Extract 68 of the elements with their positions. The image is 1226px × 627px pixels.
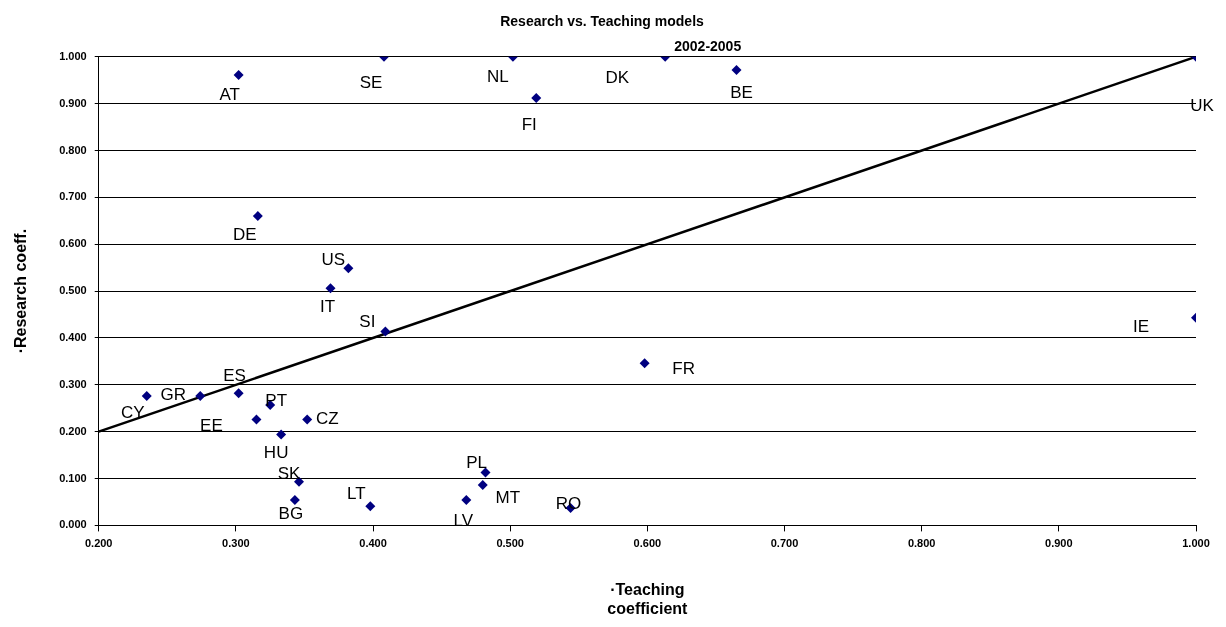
y-tick-label: 1.000 — [59, 49, 87, 62]
annotation: IE — [1132, 317, 1150, 337]
y-tick-label: 0.000 — [59, 518, 87, 531]
point — [289, 495, 300, 506]
annotation: LT — [347, 483, 366, 503]
annotation: AT — [219, 84, 240, 104]
point — [365, 501, 376, 512]
y-tick-label: 0.600 — [59, 237, 87, 250]
point — [731, 64, 742, 75]
text: 2002-2005 — [674, 37, 742, 54]
y-tick-label: 0.200 — [59, 424, 87, 437]
y-tick-label: 0.300 — [59, 377, 87, 390]
point — [325, 283, 336, 294]
y-tick-label: 0.900 — [59, 96, 87, 109]
annotation: CZ — [315, 409, 339, 429]
x-tick-label: 0.500 — [496, 537, 524, 550]
point — [195, 391, 206, 402]
point — [531, 93, 542, 104]
y-tick-label: 0.400 — [59, 330, 87, 343]
x-axis-title: ·Teaching coefficient — [607, 580, 689, 617]
point — [251, 414, 262, 425]
annotation: PL — [466, 453, 487, 473]
annotation: IT — [319, 296, 336, 316]
annotation: HU — [263, 443, 289, 463]
point — [461, 495, 472, 506]
annotation: RO — [555, 493, 582, 513]
point — [276, 429, 287, 440]
annotation: BG — [278, 503, 304, 523]
x-tick-label: 0.600 — [633, 537, 662, 550]
annotation: ES — [223, 365, 246, 385]
annotation: UK — [1190, 96, 1215, 116]
point — [141, 391, 152, 402]
annotation: PT — [265, 390, 288, 410]
point — [233, 70, 244, 81]
annotation: FI — [521, 114, 537, 134]
x-tick-label: 0.200 — [84, 537, 113, 550]
point — [639, 358, 650, 369]
annotation: NL — [487, 67, 509, 87]
annotation: EE — [200, 416, 223, 436]
annotation: MT — [495, 487, 521, 507]
x-tick-label: 0.300 — [222, 537, 250, 550]
y-tick-label: 0.100 — [59, 471, 87, 484]
point — [480, 467, 491, 478]
point — [233, 388, 244, 399]
annotation: SE — [359, 73, 383, 93]
point — [302, 414, 313, 425]
annotation: SI — [359, 312, 376, 332]
annotation: DK — [605, 68, 630, 88]
y-axis-title: ·Research coeff. — [12, 228, 30, 354]
point — [252, 211, 263, 222]
annotation: BE — [730, 82, 753, 102]
y-tick-label: 0.500 — [59, 284, 87, 297]
x-tick-label: 0.900 — [1045, 537, 1073, 550]
annotation: US — [321, 249, 346, 269]
x-tick-label: 1.000 — [1182, 537, 1210, 550]
annotation: GR — [160, 384, 186, 404]
chart-title: Research vs. Teaching models — [500, 13, 705, 30]
x-tick-label: 0.700 — [770, 537, 799, 550]
annotation: FR — [672, 358, 695, 378]
point — [477, 480, 488, 491]
point — [343, 263, 354, 274]
x-tick-label: 0.800 — [907, 537, 936, 550]
y-tick-label: 0.700 — [59, 190, 87, 203]
annotation: DE — [233, 224, 257, 244]
x-tick-label: 0.400 — [359, 537, 387, 550]
annotation: CY — [120, 402, 145, 422]
y-tick-label: 0.800 — [59, 143, 87, 156]
point — [380, 326, 391, 337]
